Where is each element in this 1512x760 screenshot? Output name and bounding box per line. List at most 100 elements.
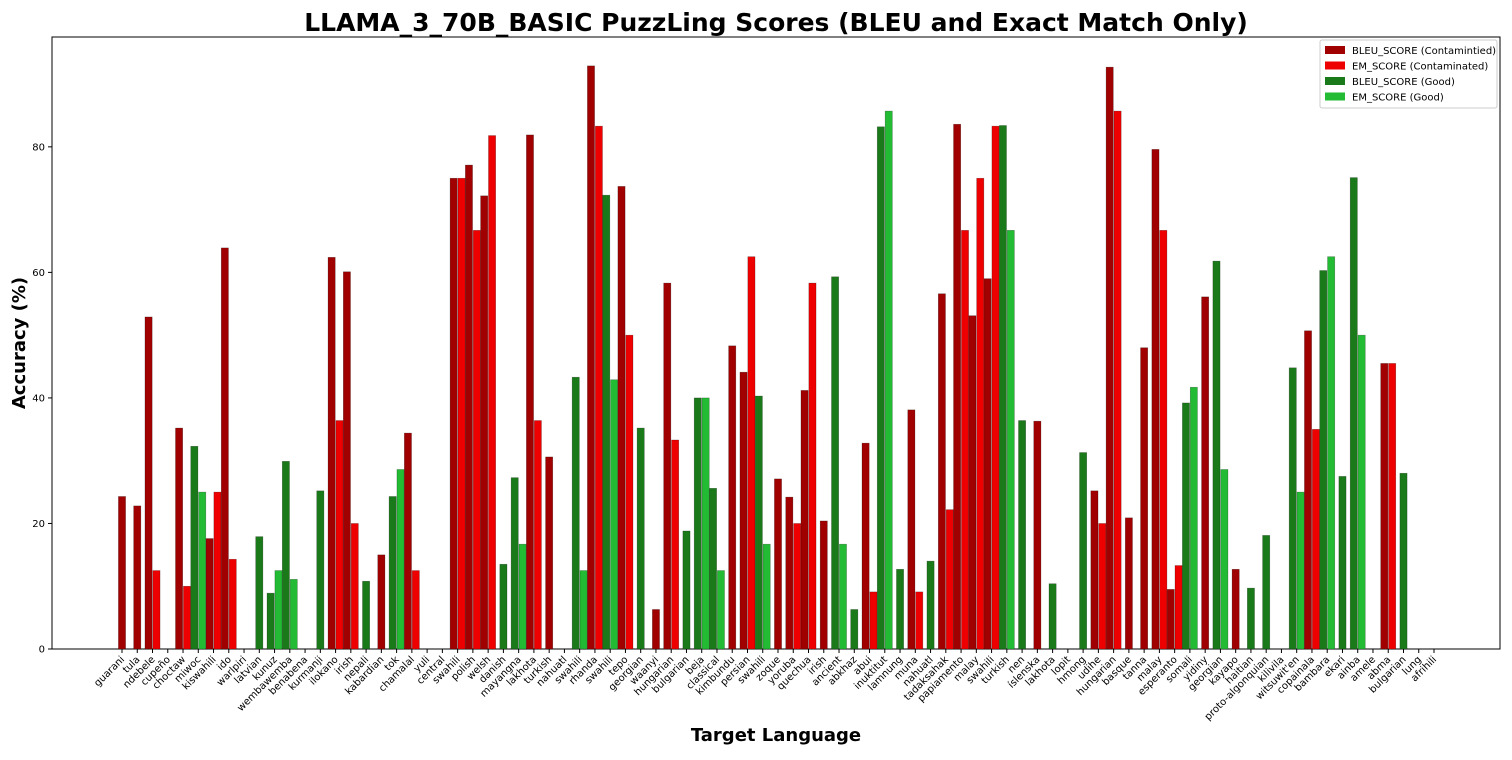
bar-bleu-contaminated xyxy=(118,496,126,650)
bar-bleu-contaminated xyxy=(205,538,214,650)
bar-bleu-contaminated xyxy=(1090,490,1099,650)
bar-bleu-contaminated xyxy=(175,427,183,650)
bar-bleu-good xyxy=(1349,177,1358,650)
bar-bleu-contaminated xyxy=(1201,296,1210,650)
bar-em-good xyxy=(839,543,847,650)
bar-em-good xyxy=(396,469,405,650)
bar-em-good xyxy=(1189,386,1198,650)
bar-em-contaminated xyxy=(976,177,985,650)
bar-em-contaminated xyxy=(411,570,420,650)
bar-bleu-good xyxy=(831,276,839,650)
bar-bleu-good xyxy=(1319,270,1328,650)
bar-bleu-contaminated xyxy=(1380,363,1389,650)
bar-bleu-good xyxy=(926,560,935,650)
bar-em-contaminated xyxy=(472,230,481,650)
bar-em-good xyxy=(1357,334,1366,650)
bar-em-contaminated xyxy=(152,570,161,650)
bar-bleu-good xyxy=(1247,587,1255,650)
legend-box xyxy=(1319,39,1498,109)
bar-bleu-good xyxy=(510,477,519,650)
bar-em-good xyxy=(274,570,283,650)
bar-bleu-good xyxy=(1182,402,1190,650)
bar-em-contaminated xyxy=(594,125,603,650)
bar-em-good xyxy=(717,570,725,650)
bar-bleu-contaminated xyxy=(144,316,153,650)
bar-bleu-contaminated xyxy=(907,409,916,650)
bar-bleu-contaminated xyxy=(983,278,992,650)
bar-bleu-good xyxy=(1018,420,1026,650)
bar-bleu-contaminated xyxy=(617,186,626,650)
bar-bleu-good xyxy=(388,496,397,650)
bar-em-contaminated xyxy=(1174,565,1183,650)
legend: BLEU_SCORE (Contamintied) EM_SCORE (Conta… xyxy=(1319,39,1498,109)
bar-em-contaminated xyxy=(991,125,1000,650)
bar-bleu-contaminated xyxy=(480,195,489,650)
bar-bleu-contaminated xyxy=(728,345,737,650)
bar-bleu-contaminated xyxy=(449,177,458,650)
bar-bleu-good xyxy=(1079,452,1088,650)
bar-bleu-contaminated xyxy=(774,478,782,650)
bar-em-good xyxy=(884,110,893,650)
bar-em-contaminated xyxy=(869,591,878,650)
legend-label: BLEU_SCORE (Contamintied) xyxy=(1352,46,1496,57)
bar-bleu-good xyxy=(255,536,264,650)
bar-em-contaminated xyxy=(961,230,969,650)
bar-bleu-contaminated xyxy=(133,505,142,650)
bar-bleu-good xyxy=(876,126,885,650)
bar-bleu-contaminated xyxy=(526,134,534,650)
bar-bleu-good xyxy=(682,530,691,650)
bar-bleu-contaminated xyxy=(404,432,412,650)
bar-bleu-contaminated xyxy=(327,257,336,650)
bar-em-contaminated xyxy=(1113,110,1122,650)
bar-em-contaminated xyxy=(228,558,237,650)
bar-em-contaminated xyxy=(488,135,496,650)
chart-title: LLAMA_3_70B_BASIC PuzzLing Scores (BLEU … xyxy=(304,8,1248,37)
bar-bleu-good xyxy=(499,563,508,650)
bar-bleu-contaminated xyxy=(377,554,386,650)
bar-em-contaminated xyxy=(625,334,634,650)
bar-em-good xyxy=(1006,230,1015,650)
bar-em-contaminated xyxy=(945,509,954,650)
bar-em-contaminated xyxy=(533,420,542,650)
bar-bleu-good xyxy=(1212,260,1221,650)
bar-bleu-good xyxy=(281,461,290,650)
bar-bleu-good xyxy=(1048,583,1057,650)
bar-bleu-contaminated xyxy=(800,390,809,650)
bar-bleu-good xyxy=(850,609,859,650)
bar-em-good xyxy=(610,379,619,650)
bar-em-contaminated xyxy=(213,491,222,650)
y-tick-label: 80 xyxy=(32,142,45,153)
bar-bleu-contaminated xyxy=(1151,149,1160,650)
bar-em-good xyxy=(1296,491,1305,650)
bar-em-good xyxy=(762,543,771,650)
bar-em-good xyxy=(579,570,588,650)
bar-em-good xyxy=(1220,469,1229,650)
bar-bleu-contaminated xyxy=(545,456,554,650)
bar-bleu-good xyxy=(1288,367,1297,650)
bar-bleu-contaminated xyxy=(663,282,672,650)
bar-bleu-contaminated xyxy=(968,315,977,650)
legend-label: BLEU_SCORE (Good) xyxy=(1352,77,1455,88)
legend-swatch xyxy=(1325,46,1345,54)
bar-em-contaminated xyxy=(1159,230,1168,650)
bar-em-good xyxy=(289,579,298,650)
bar-bleu-contaminated xyxy=(1033,420,1042,650)
legend-label: EM_SCORE (Contaminated) xyxy=(1352,62,1488,73)
legend-swatch xyxy=(1325,77,1345,85)
y-axis-label: Accuracy (%) xyxy=(9,277,30,409)
bar-em-contaminated xyxy=(1098,523,1107,650)
bar-bleu-good xyxy=(754,395,763,650)
legend-swatch xyxy=(1325,92,1345,101)
bar-em-contaminated xyxy=(335,420,344,650)
bar-bleu-contaminated xyxy=(465,164,473,650)
bar-em-contaminated xyxy=(793,523,802,650)
legend-label: EM_SCORE (Good) xyxy=(1352,93,1444,104)
bar-bleu-contaminated xyxy=(861,442,870,650)
y-tick-label: 40 xyxy=(32,393,45,404)
bar-bleu-good xyxy=(709,488,717,650)
bar-bleu-contaminated xyxy=(220,247,229,650)
bar-bleu-contaminated xyxy=(1231,568,1240,650)
bar-bleu-good xyxy=(266,592,275,650)
